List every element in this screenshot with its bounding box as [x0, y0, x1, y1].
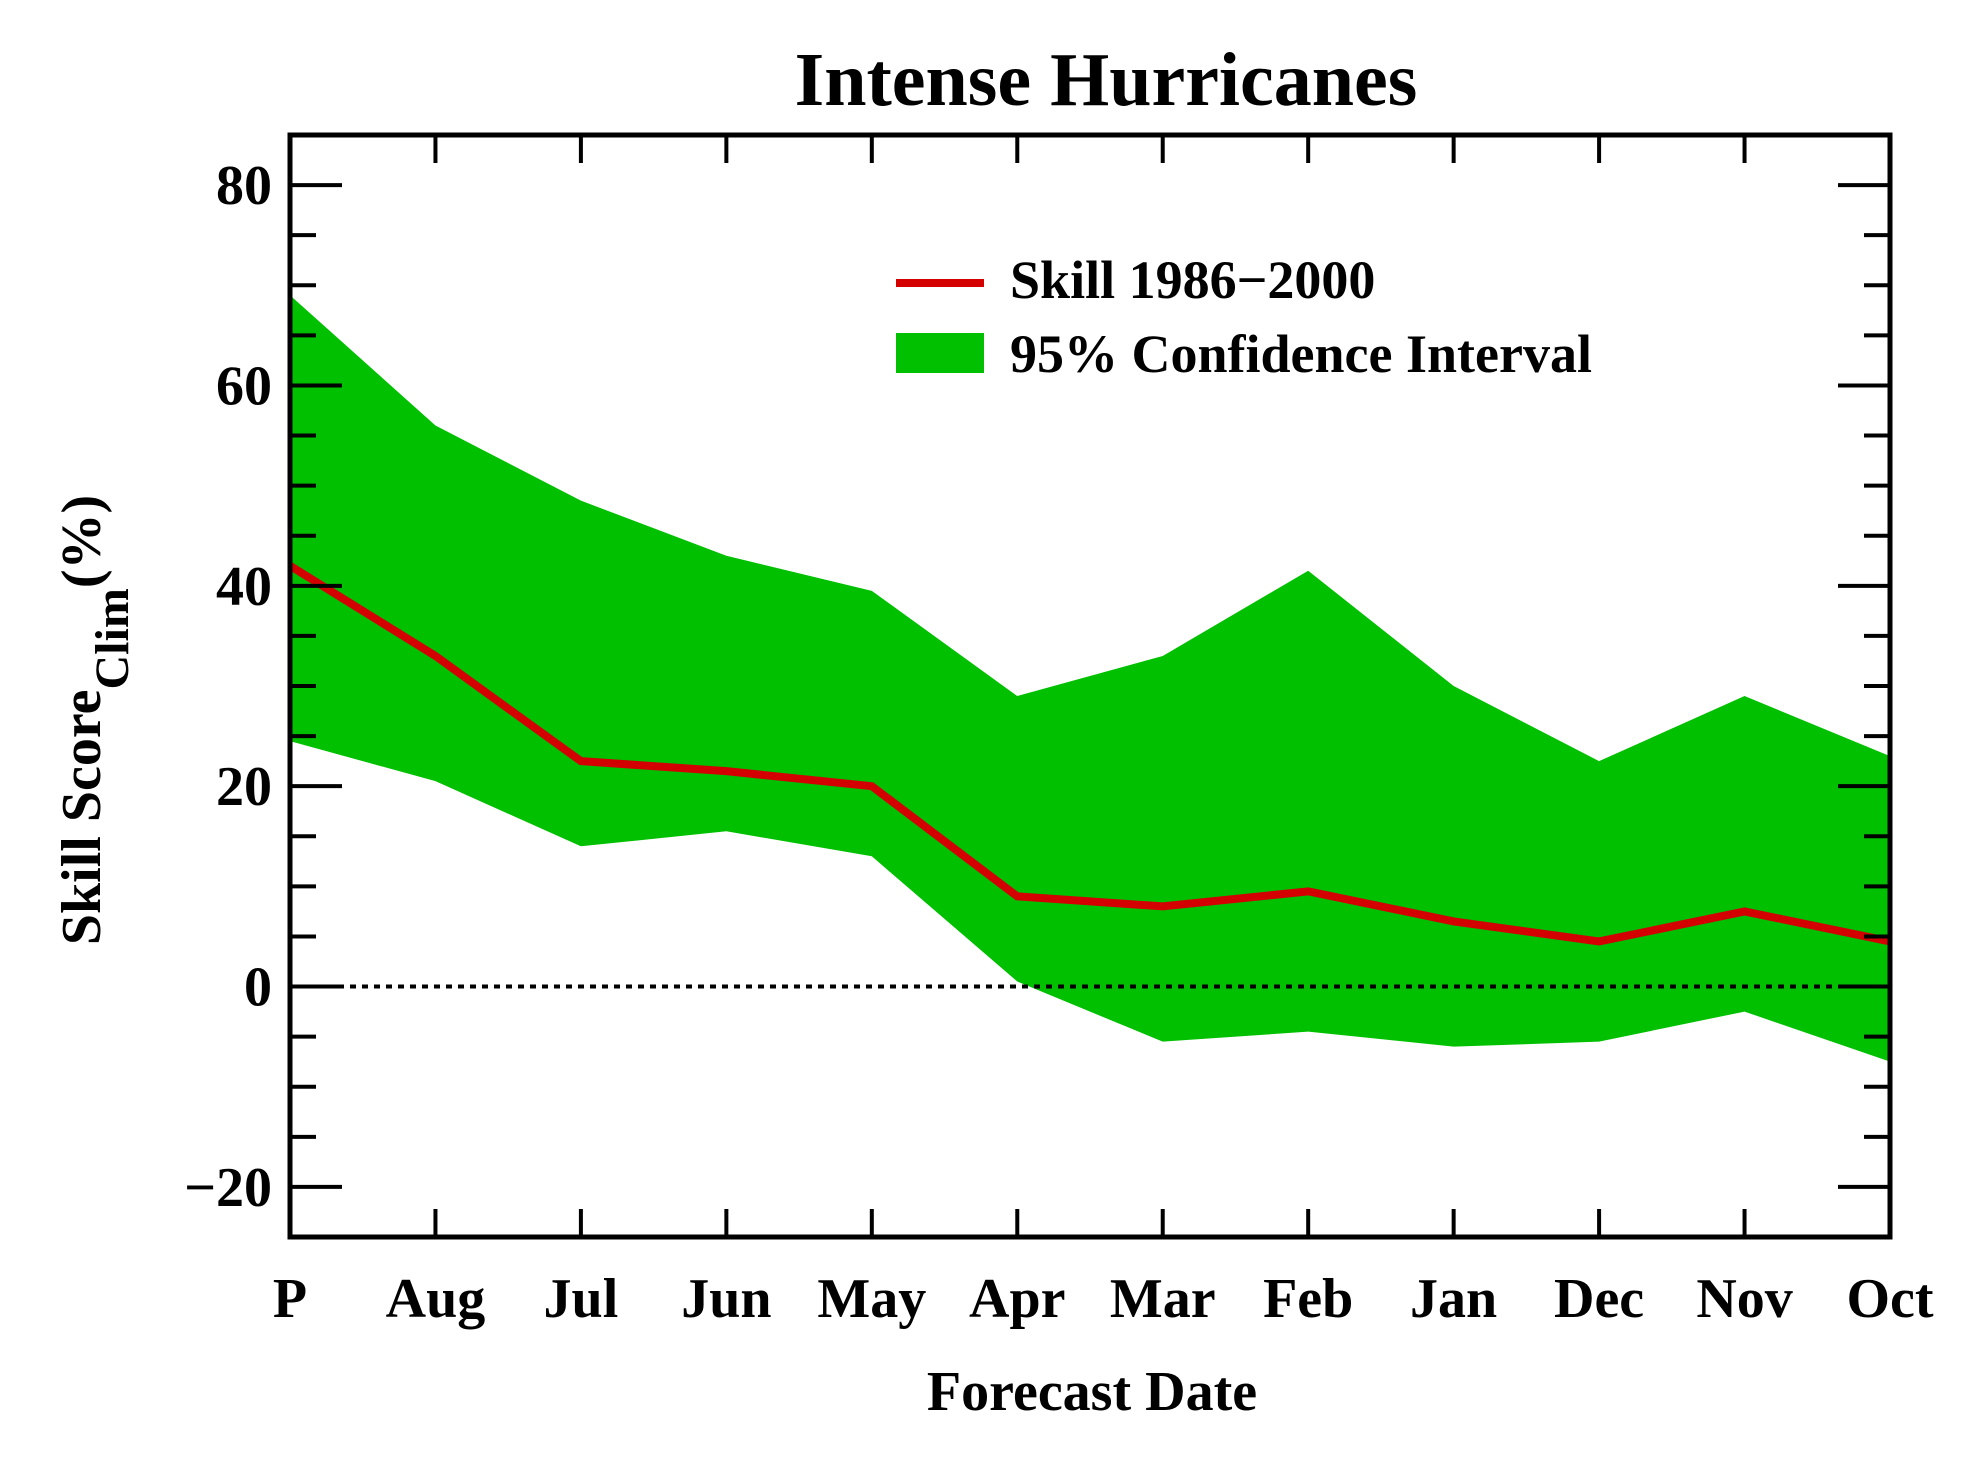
skill-line [287, 562, 1891, 946]
x-tick-labels: P Aug Jul Jun May Apr Mar Feb Jan Dec Nov Oct [273, 1268, 1934, 1330]
y-tick-label: 60 [216, 355, 272, 417]
x-tick-label: P [273, 1268, 307, 1330]
x-tick-label: Oct [1846, 1268, 1933, 1330]
y-tick-label: 0 [244, 957, 272, 1019]
x-tick-label: Jun [681, 1268, 771, 1330]
chart-title: Intense Hurricanes [795, 38, 1418, 122]
y-tick-labels: −20 0 20 40 60 80 [184, 155, 272, 1219]
legend-label-skill: Skill 1986−2000 [1010, 250, 1375, 310]
x-tick-label: Jul [544, 1268, 619, 1330]
y-axis-label-subscript: Clim [86, 588, 139, 689]
x-tick-label: Nov [1696, 1268, 1792, 1330]
x-tick-label: Feb [1263, 1268, 1353, 1330]
legend: Skill 1986−2000 95% Confidence Interval [896, 250, 1592, 384]
x-axis-label: Forecast Date [927, 1361, 1257, 1423]
x-tick-label: Dec [1554, 1268, 1644, 1330]
legend-swatch-ci [896, 333, 984, 373]
y-tick-label: 80 [216, 155, 272, 217]
x-tick-label: Jan [1410, 1268, 1497, 1330]
confidence-band [290, 295, 1890, 1062]
x-tick-label: Apr [969, 1268, 1065, 1330]
x-tick-label: May [817, 1268, 926, 1330]
y-axis-label-main: Skill Score [51, 689, 113, 945]
y-axis-label: Skill ScoreClim(%) [51, 495, 139, 945]
x-tick-label: Mar [1110, 1268, 1216, 1330]
y-axis-label-suffix: (%) [51, 495, 113, 588]
legend-label-ci: 95% Confidence Interval [1010, 324, 1592, 384]
tick-layer [288, 133, 1892, 1239]
x-tick-label: Aug [386, 1268, 486, 1330]
skill-line-layer [287, 562, 1891, 946]
confidence-band-layer [290, 295, 1890, 1062]
y-tick-label: 40 [216, 556, 272, 618]
y-tick-label: 20 [216, 756, 272, 818]
y-tick-label: −20 [184, 1157, 272, 1219]
